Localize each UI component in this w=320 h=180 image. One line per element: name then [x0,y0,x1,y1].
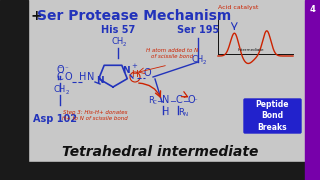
Text: H: H [132,70,138,79]
Text: N: N [122,66,130,75]
Text: N: N [162,95,169,105]
Text: ⁻: ⁻ [194,98,198,104]
Text: CH: CH [192,55,204,64]
Bar [0,0,28,180]
Text: +: + [131,63,137,69]
Text: +: + [30,9,42,23]
Text: R: R [178,108,184,117]
Bar [305,0,320,180]
Text: Ser 195: Ser 195 [177,25,219,35]
Text: O: O [143,68,151,78]
Text: CH: CH [112,37,124,46]
Text: N: N [87,72,95,82]
Text: Tetrahedral intermediate: Tetrahedral intermediate [62,145,258,159]
Text: His 57: His 57 [101,25,135,35]
Text: Acid catalyst: Acid catalyst [218,5,258,10]
Text: R: R [148,96,154,105]
Text: Ser Protease Mechanism: Ser Protease Mechanism [37,9,231,23]
Text: 2: 2 [66,90,69,95]
Text: ─: ─ [170,96,175,105]
Text: N: N [96,76,104,85]
Text: CH: CH [54,85,66,94]
Text: Intermediate: Intermediate [238,48,264,52]
Text: N: N [183,112,187,117]
Text: O: O [188,95,196,105]
Text: ─: ─ [157,96,162,105]
Text: 4: 4 [309,5,315,14]
Text: H: H [162,107,169,117]
Text: Peptide
Bond
Breaks: Peptide Bond Breaks [256,100,289,132]
Text: 2: 2 [202,60,206,65]
Text: ‾: ‾ [58,69,62,75]
Text: H atom added to N
of scissile bond: H atom added to N of scissile bond [146,48,198,59]
Text: ⁻: ⁻ [65,66,69,72]
Text: C: C [175,95,182,105]
Text: O: O [64,72,72,82]
Text: Asp 102: Asp 102 [33,114,77,124]
Text: O: O [56,65,64,75]
Text: ─: ─ [183,96,188,105]
FancyBboxPatch shape [244,99,301,133]
Text: H: H [79,72,87,82]
Text: C: C [57,72,63,82]
Bar [0,162,320,180]
Text: C: C [153,100,157,105]
Text: Step 3: His-H+ donates
H+ to N of scissile bond: Step 3: His-H+ donates H+ to N of scissi… [62,110,128,121]
Text: 2: 2 [122,42,126,47]
